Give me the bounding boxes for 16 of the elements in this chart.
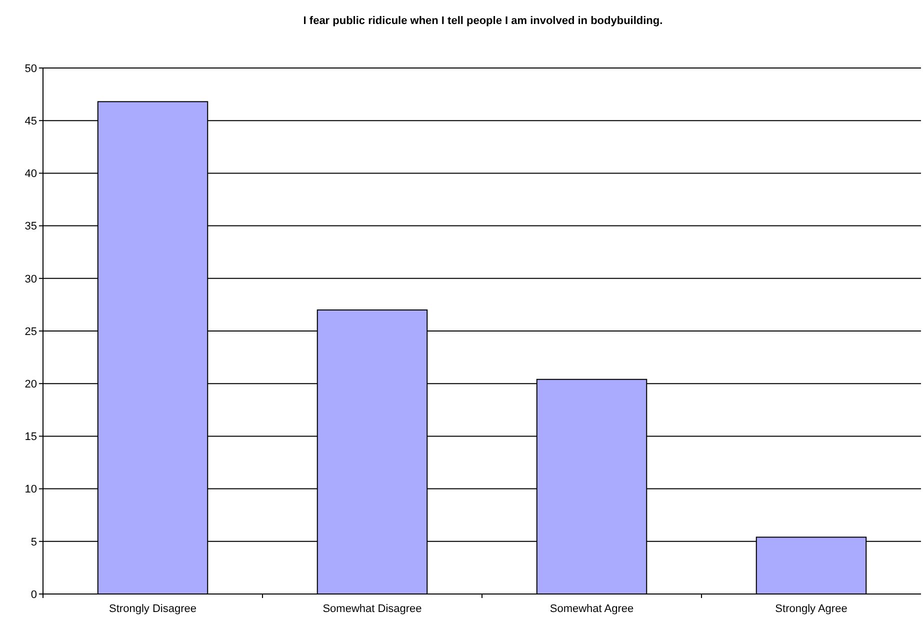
y-tick-label: 15	[24, 431, 37, 444]
x-tick-label: Strongly Agree	[775, 603, 848, 615]
x-tick-label: Strongly Disagree	[109, 603, 196, 615]
chart-title: I fear public ridicule when I tell people I am involved in bodybuilding.	[303, 15, 663, 27]
y-tick-label: 35	[24, 220, 37, 233]
y-tick-label: 50	[24, 62, 37, 75]
y-tick-label: 5	[30, 536, 37, 548]
x-tick-label: Somewhat Disagree	[322, 603, 422, 615]
y-tick-label: 0	[30, 588, 37, 601]
y-tick-label: 20	[24, 378, 37, 390]
y-tick-label: 45	[24, 115, 37, 128]
y-tick-label: 10	[24, 484, 37, 496]
y-tick-label: 40	[24, 168, 37, 180]
y-tick-label: 25	[24, 326, 37, 338]
y-tick-label: 30	[24, 273, 37, 286]
x-tick-label: Somewhat Agree	[550, 603, 634, 615]
